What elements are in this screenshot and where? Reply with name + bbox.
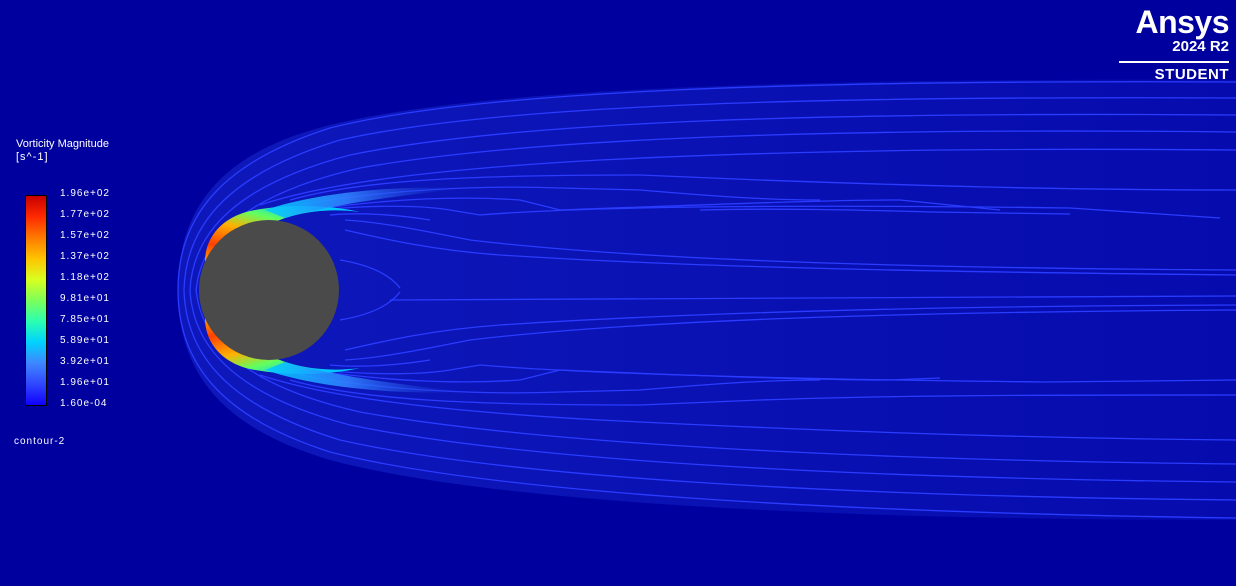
legend-tick: 1.18e+02 [60, 272, 110, 283]
logo-brand: Ansys [1135, 4, 1229, 40]
legend-tick: 7.85e+01 [60, 314, 110, 325]
contour-lines-bottom [177, 287, 1236, 519]
legend-tick: 3.92e+01 [60, 356, 110, 367]
contour-lines-top [177, 81, 1236, 293]
legend-tick: 1.96e+02 [60, 188, 110, 199]
shear-layer-bottom-tail [265, 362, 470, 393]
legend-title: Vorticity Magnitude [16, 138, 109, 150]
shear-layer-bottom [205, 305, 360, 374]
logo-divider [1119, 61, 1229, 63]
legend-tick: 9.81e+01 [60, 293, 110, 304]
colorbar [25, 195, 47, 406]
logo-version: 2024 R2 [1172, 38, 1229, 55]
shear-layer-top-tail [265, 187, 470, 218]
legend-tick: 1.57e+02 [60, 230, 110, 241]
contour-name-label: contour-2 [14, 436, 66, 447]
legend-tick: 5.89e+01 [60, 335, 110, 346]
cylinder-body [199, 220, 339, 360]
legend-tick: 1.96e+01 [60, 377, 110, 388]
shear-layer-top [205, 206, 360, 275]
legend-tick: 1.37e+02 [60, 251, 110, 262]
legend-tick: 1.60e-04 [60, 398, 108, 409]
logo-edition: STUDENT [1154, 66, 1229, 83]
ansys-logo: Ansys 2024 R2 STUDENT [1119, 4, 1230, 84]
legend-tick: 1.77e+02 [60, 209, 110, 220]
legend-unit: [s^-1] [16, 151, 49, 163]
